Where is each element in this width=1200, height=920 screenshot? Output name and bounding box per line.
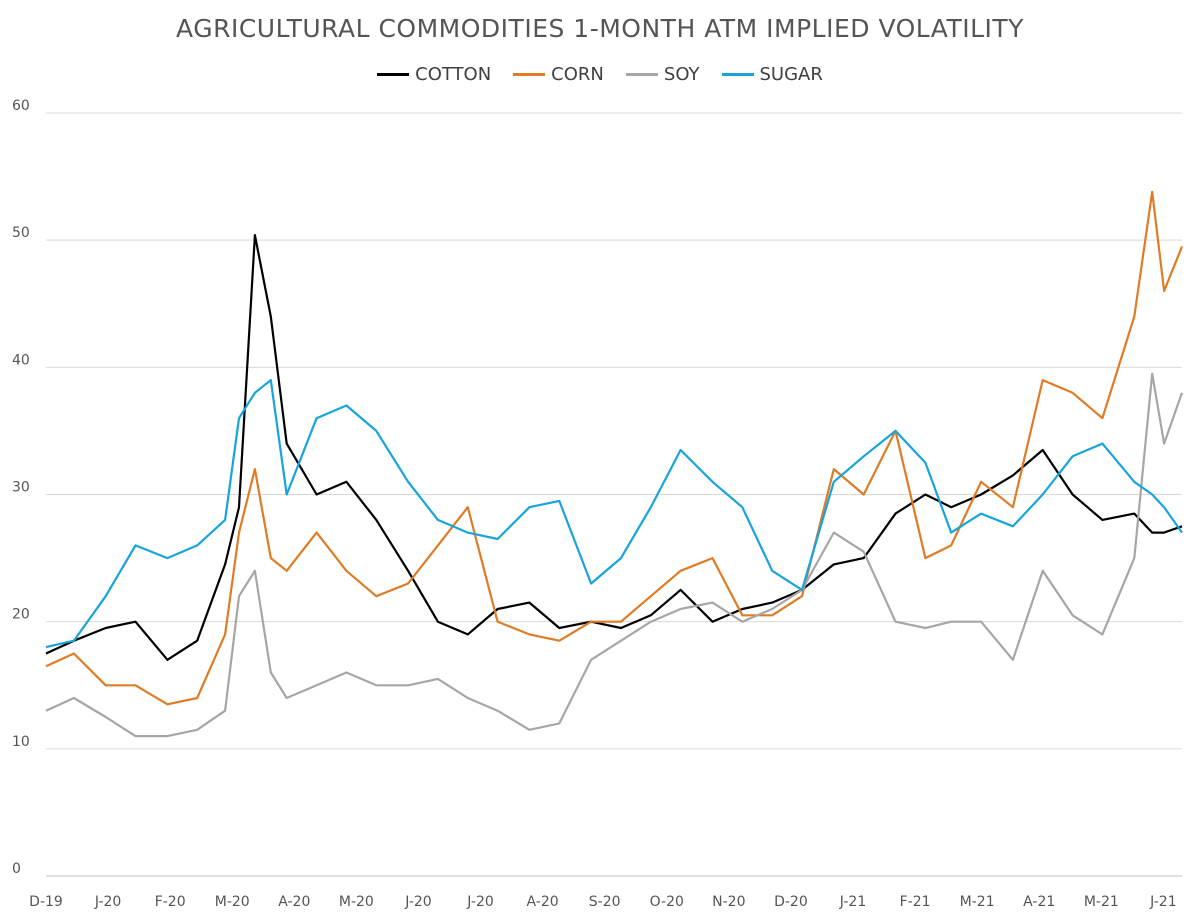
legend-swatch [625,73,658,76]
x-tick-label: J-20 [404,894,432,910]
x-tick-label: O-20 [650,894,684,910]
x-tick-label: F-20 [155,894,186,910]
series-line-sugar [45,379,1183,649]
series-lines [45,190,1184,738]
y-tick-label: 20 [12,607,30,623]
y-axis-ticks: 0 10 20 30 40 50 60 [12,98,30,877]
x-tick-label: A-20 [527,894,559,910]
x-tick-label: J-20 [466,894,494,910]
x-tick-label: J-21 [1149,894,1177,910]
x-tick-label: A-20 [278,894,310,910]
x-tick-label: A-21 [1023,894,1055,910]
legend-swatch [513,73,546,76]
legend-swatch [721,73,754,76]
legend-item-corn: CORN [513,64,604,85]
series-line-corn [45,190,1184,706]
series-line-soy [45,372,1184,738]
x-tick-label: N-20 [712,894,745,910]
x-tick-label: D-19 [29,894,63,910]
legend-label: COTTON [415,64,492,85]
y-tick-label: 10 [12,734,30,750]
legend-item-soy: SOY [625,64,700,85]
legend-swatch [377,73,410,76]
chart-legend: COTTON CORN SOY SUGAR [0,64,1200,85]
legend-label: SOY [663,64,700,85]
x-axis-ticks: D-19 J-20 F-20 M-20 A-20 M-20 J-20 J-20 A-20 S-20… [29,894,1176,910]
x-tick-label: M-20 [215,894,250,910]
x-tick-label: J-20 [94,894,122,910]
y-tick-label: 30 [12,480,30,496]
y-tick-label: 50 [12,225,30,241]
y-tick-label: 40 [12,352,30,368]
legend-item-cotton: COTTON [377,64,491,85]
legend-label: CORN [551,64,604,85]
x-tick-label: M-21 [1084,894,1119,910]
legend-item-sugar: SUGAR [721,64,823,85]
x-tick-label: D-20 [774,894,808,910]
legend-label: SUGAR [759,64,823,85]
y-tick-label: 60 [12,98,30,114]
x-tick-label: F-21 [900,894,931,910]
gridlines [46,112,1182,877]
chart-title: AGRICULTURAL COMMODITIES 1-MONTH ATM IMP… [176,14,1024,43]
x-tick-label: J-21 [839,894,867,910]
x-tick-label: M-20 [339,894,374,910]
x-tick-label: M-21 [960,894,995,910]
y-tick-label: 0 [12,861,21,877]
series-line-cotton [45,234,1183,661]
x-tick-label: S-20 [589,894,621,910]
